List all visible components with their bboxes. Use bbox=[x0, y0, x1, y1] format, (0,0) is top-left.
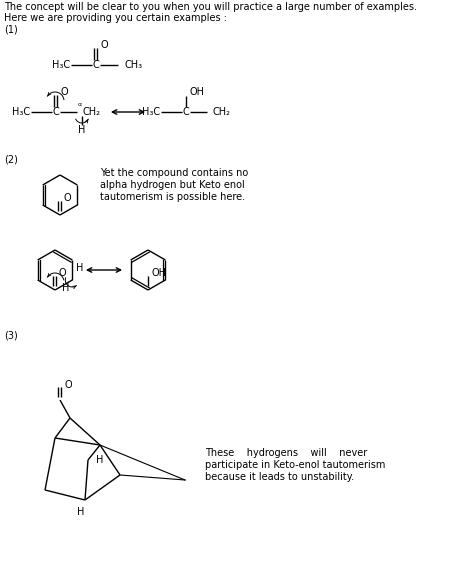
Text: O: O bbox=[64, 193, 72, 203]
Text: C: C bbox=[182, 107, 190, 117]
Text: O: O bbox=[65, 380, 73, 390]
Text: H: H bbox=[78, 125, 86, 135]
Text: C: C bbox=[92, 60, 100, 70]
Text: H₃C: H₃C bbox=[142, 107, 160, 117]
Text: H: H bbox=[62, 283, 69, 293]
Text: (3): (3) bbox=[4, 330, 18, 340]
Text: C: C bbox=[53, 107, 59, 117]
Text: H₃C: H₃C bbox=[12, 107, 30, 117]
Text: OH: OH bbox=[190, 87, 205, 97]
Text: (1): (1) bbox=[4, 25, 18, 35]
Text: H₃C: H₃C bbox=[52, 60, 70, 70]
Text: OH: OH bbox=[152, 268, 167, 278]
Text: Here we are providing you certain examples :: Here we are providing you certain exampl… bbox=[4, 13, 227, 23]
Text: O: O bbox=[101, 40, 109, 50]
Text: α: α bbox=[78, 102, 82, 108]
Text: CH₃: CH₃ bbox=[125, 60, 143, 70]
Text: O: O bbox=[59, 268, 67, 278]
Text: The concept will be clear to you when you will practice a large number of exampl: The concept will be clear to you when yo… bbox=[4, 2, 417, 12]
Text: tautomerism is possible here.: tautomerism is possible here. bbox=[100, 192, 245, 202]
Text: participate in Keto-enol tautomerism: participate in Keto-enol tautomerism bbox=[205, 460, 385, 470]
Text: alpha hydrogen but Keto enol: alpha hydrogen but Keto enol bbox=[100, 180, 245, 190]
Text: H: H bbox=[77, 507, 85, 517]
Text: CH₂: CH₂ bbox=[213, 107, 231, 117]
Text: These    hydrogens    will    never: These hydrogens will never bbox=[205, 448, 367, 458]
Text: H: H bbox=[76, 263, 83, 273]
Text: because it leads to unstability.: because it leads to unstability. bbox=[205, 472, 354, 482]
Text: Yet the compound contains no: Yet the compound contains no bbox=[100, 168, 248, 178]
Text: CH₂: CH₂ bbox=[83, 107, 101, 117]
Text: H: H bbox=[96, 455, 103, 465]
Text: O: O bbox=[61, 87, 69, 97]
Text: (2): (2) bbox=[4, 155, 18, 165]
